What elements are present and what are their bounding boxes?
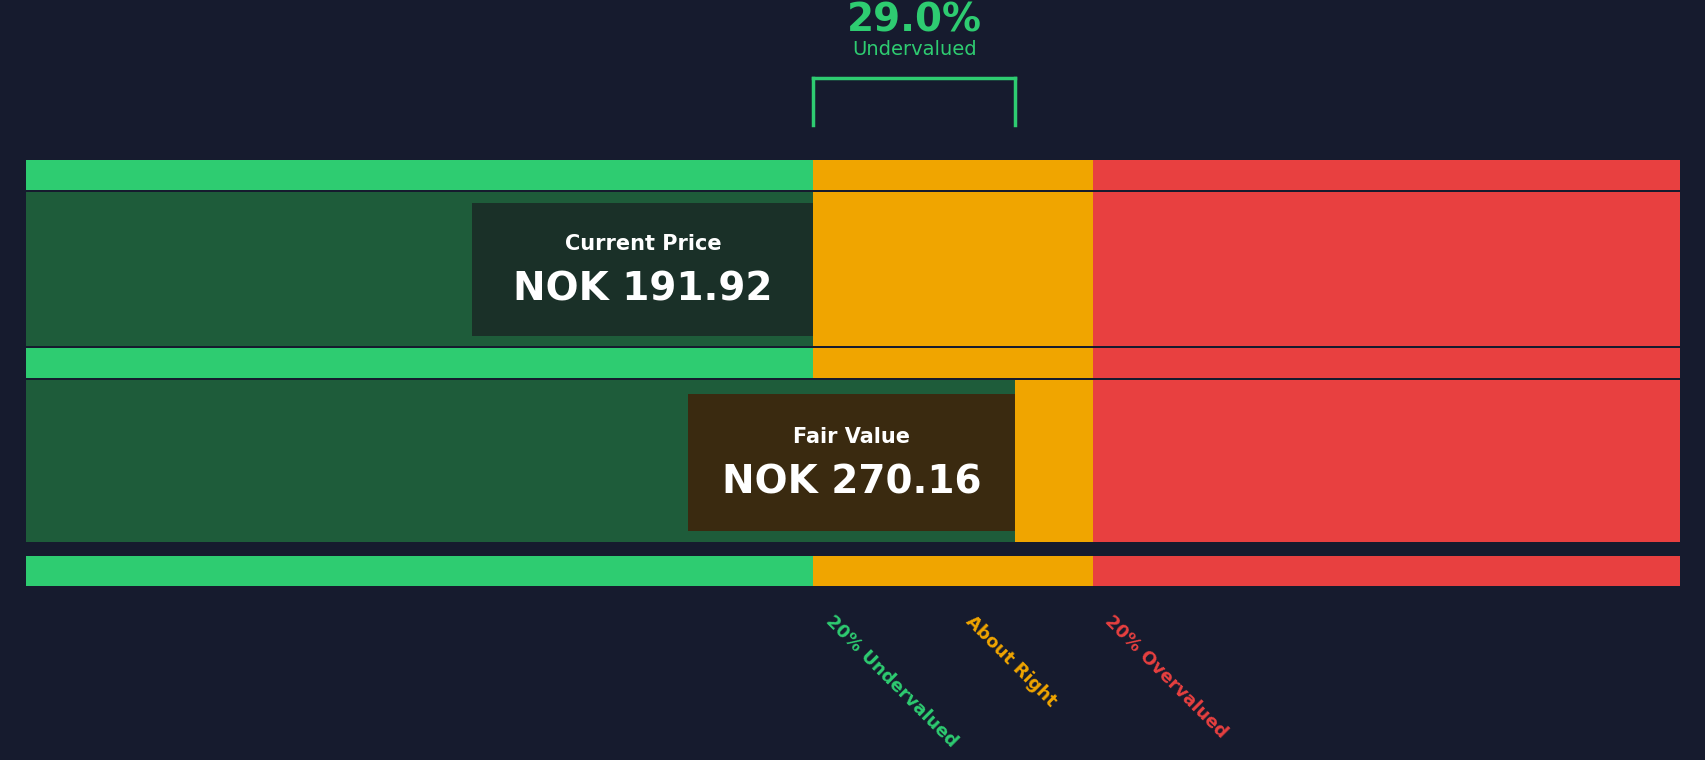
Bar	[813, 348, 1093, 378]
Bar	[813, 556, 1093, 586]
Bar	[1014, 380, 1093, 542]
Text: NOK 270.16: NOK 270.16	[721, 464, 980, 502]
Bar	[1093, 380, 1679, 542]
Text: 20% Undervalued: 20% Undervalued	[822, 613, 960, 752]
Text: 20% Overvalued: 20% Overvalued	[1101, 613, 1231, 742]
Bar	[472, 203, 813, 337]
Text: Undervalued: Undervalued	[851, 40, 975, 59]
Bar	[26, 160, 813, 190]
Bar	[813, 160, 1093, 190]
Text: Current Price: Current Price	[564, 234, 721, 254]
Text: 29.0%: 29.0%	[846, 2, 980, 40]
Text: NOK 191.92: NOK 191.92	[513, 271, 772, 309]
Text: Fair Value: Fair Value	[793, 427, 909, 447]
Bar	[26, 348, 813, 378]
Bar	[687, 394, 1014, 531]
Bar	[1093, 348, 1679, 378]
Bar	[26, 556, 813, 586]
Bar	[26, 192, 813, 346]
Bar	[1093, 192, 1679, 346]
Bar	[1093, 160, 1679, 190]
Text: About Right: About Right	[962, 613, 1059, 711]
Bar	[813, 192, 1093, 346]
Bar	[1093, 556, 1679, 586]
Bar	[26, 380, 1014, 542]
